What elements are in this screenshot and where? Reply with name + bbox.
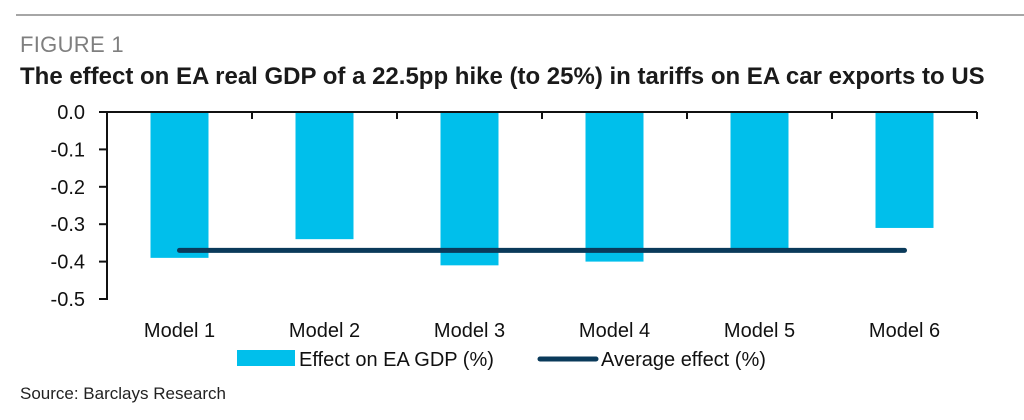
x-category-label: Model 1 (144, 320, 215, 342)
legend-label-line: Average effect (%) (601, 349, 766, 371)
x-category-label: Model 6 (869, 320, 940, 342)
bar-5 (730, 112, 789, 251)
y-tick-label: -0.3 (51, 214, 85, 236)
bar-1 (150, 112, 209, 258)
legend-bar-swatch (237, 350, 295, 366)
bar-4 (585, 112, 644, 262)
x-category-label: Model 3 (434, 320, 505, 342)
x-category-label: Model 2 (289, 320, 360, 342)
bar-2 (295, 112, 354, 240)
bar-6 (875, 112, 934, 228)
x-category-label: Model 4 (579, 320, 650, 342)
figure-label: FIGURE 1 (20, 32, 124, 57)
legend-label-bar: Effect on EA GDP (%) (299, 349, 494, 371)
source-note: Source: Barclays Research (20, 384, 226, 403)
y-tick-label: -0.5 (51, 289, 85, 311)
top-rule (16, 14, 1024, 16)
bar-3 (440, 112, 499, 266)
y-tick-label: -0.4 (51, 252, 85, 274)
y-tick-label: -0.1 (51, 139, 85, 161)
x-category-label: Model 5 (724, 320, 795, 342)
chart-title: The effect on EA real GDP of a 22.5pp hi… (20, 63, 985, 90)
y-tick-label: -0.2 (51, 177, 85, 199)
y-tick-label: 0.0 (57, 102, 85, 124)
